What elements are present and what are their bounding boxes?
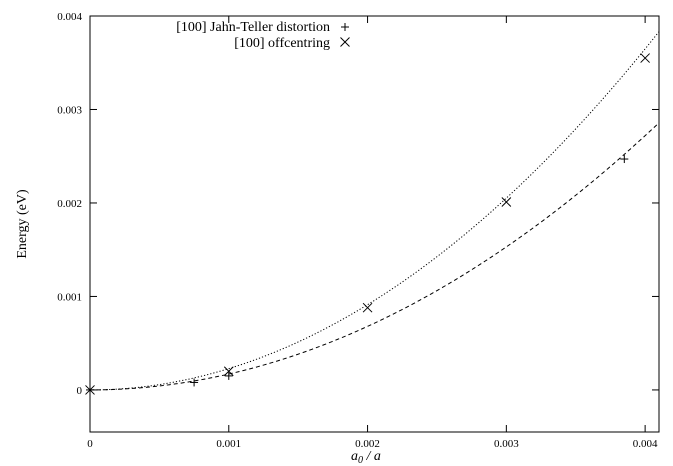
x-tick-label: 0 — [87, 438, 93, 450]
data-point-plus — [190, 378, 199, 387]
data-point-cross — [223, 366, 234, 377]
y-tick-label: 0 — [77, 385, 83, 397]
axis-ticks: 0 0.001 0.002 0.003 0.004 0 0.001 0.002 0.003 0.0… — [57, 11, 659, 450]
x-tick-label: 0.004 — [633, 438, 658, 450]
y-tick-label: 0.003 — [57, 104, 82, 116]
y-tick-label: 0.004 — [57, 11, 82, 23]
x-tick-label: 0.003 — [494, 438, 519, 450]
x-tick-label: 0.002 — [355, 438, 380, 450]
legend-label-offcentring: [100] offcentring — [234, 36, 330, 51]
legend-plus-symbol — [341, 23, 349, 31]
x-tick-label: 0.001 — [216, 438, 241, 450]
y-tick-label: 0.002 — [57, 198, 82, 210]
x-axis-title-main: a — [351, 449, 358, 464]
data-point-cross — [85, 385, 95, 395]
legend: [100] Jahn-Teller distortion [100] offce… — [176, 20, 350, 51]
legend-cross-symbol — [340, 37, 350, 47]
x-axis-title-rest: / a — [363, 449, 381, 464]
data-point-cross — [362, 302, 373, 313]
data-point-plus — [620, 155, 629, 164]
x-axis-title: a0 / a — [351, 449, 381, 466]
x-axis-title-sub: 0 — [358, 455, 363, 466]
data-point-cross — [501, 197, 512, 207]
plot-frame — [89, 15, 660, 433]
data-point-plus — [224, 371, 233, 380]
legend-label-jahn-teller: [100] Jahn-Teller distortion — [176, 20, 330, 35]
fit-lines — [89, 31, 660, 391]
legend-marker-cross — [340, 37, 350, 47]
legend-marker-plus — [341, 23, 349, 31]
fit-line-series-2 — [89, 31, 660, 391]
y-axis-title: Energy (eV) — [15, 189, 30, 259]
data-markers — [85, 53, 650, 395]
data-point-cross — [640, 53, 650, 63]
fit-line-series-1 — [90, 122, 660, 391]
y-tick-label: 0.001 — [57, 291, 82, 303]
